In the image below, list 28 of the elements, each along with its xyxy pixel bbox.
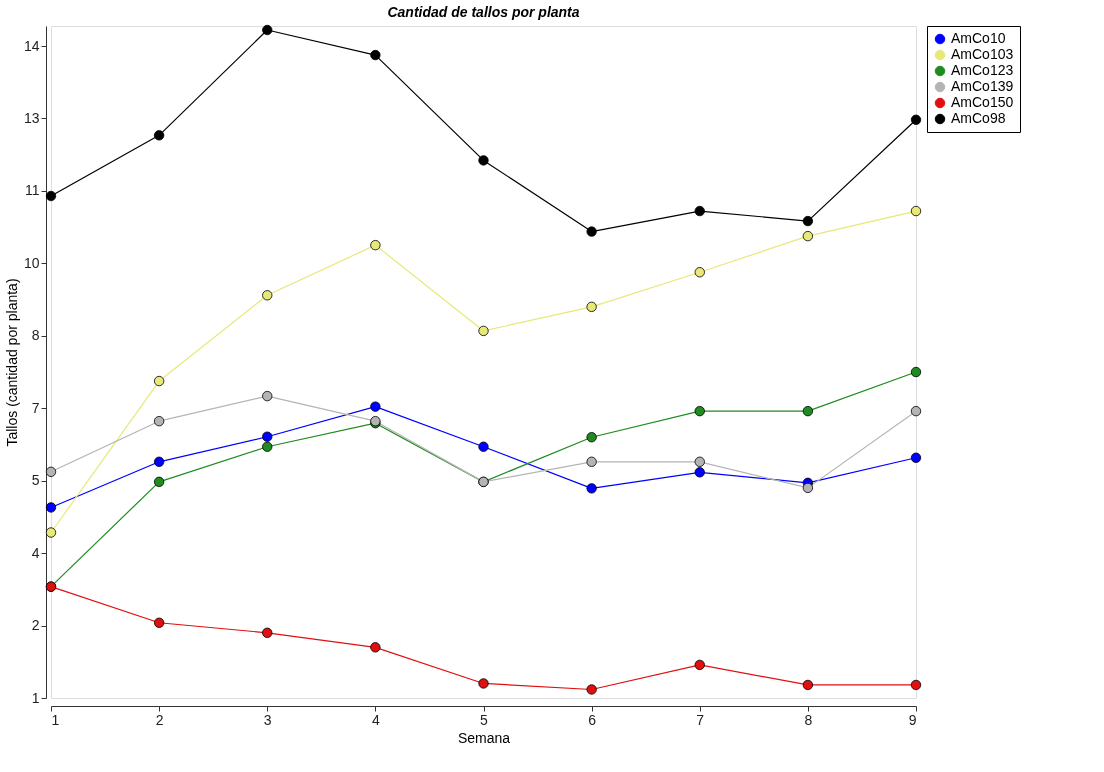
x-tick-label: 8 (804, 711, 813, 728)
y-axis-title: Tallos (cantidad por planta) (3, 278, 20, 447)
x-tick-label: 9 (908, 711, 917, 728)
y-tick-label: 8 (31, 327, 40, 344)
y-tick-label: 13 (23, 109, 40, 126)
x-tick-label: 5 (480, 711, 489, 728)
y-tick-label: 14 (23, 37, 40, 54)
x-tick-label: 1 (51, 711, 60, 728)
x-axis-title: Semana (457, 729, 511, 746)
legend-label: AmCo98 (951, 110, 1006, 126)
y-tick-label: 1 (31, 689, 40, 706)
y-tick-label: 2 (31, 617, 40, 634)
x-tick-label: 4 (371, 711, 380, 728)
x-tick-label: 2 (155, 711, 164, 728)
chart-title: Cantidad de tallos por planta (387, 3, 580, 20)
x-tick-label: 7 (696, 711, 705, 728)
legend-label: AmCo139 (951, 78, 1014, 94)
legend-label: AmCo150 (951, 94, 1014, 110)
y-tick-label: 10 (23, 254, 40, 271)
y-tick-label: 7 (31, 399, 40, 416)
x-tick-label: 6 (588, 711, 597, 728)
y-tick-label: 4 (31, 544, 40, 561)
legend-label: AmCo10 (951, 30, 1006, 46)
y-tick-label: 11 (24, 182, 40, 199)
legend-label: AmCo123 (951, 62, 1014, 78)
legend-label: AmCo103 (951, 46, 1014, 62)
y-tick-label: 5 (31, 472, 40, 489)
x-tick-label: 3 (263, 711, 272, 728)
